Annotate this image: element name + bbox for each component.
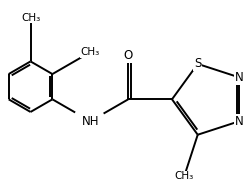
Text: CH₃: CH₃ [21, 13, 40, 23]
Text: N: N [235, 115, 244, 128]
Text: CH₃: CH₃ [81, 47, 100, 57]
Text: S: S [194, 57, 201, 70]
Text: CH₃: CH₃ [175, 171, 194, 181]
Text: NH: NH [82, 115, 99, 128]
Text: O: O [124, 49, 133, 62]
Text: N: N [235, 71, 244, 84]
